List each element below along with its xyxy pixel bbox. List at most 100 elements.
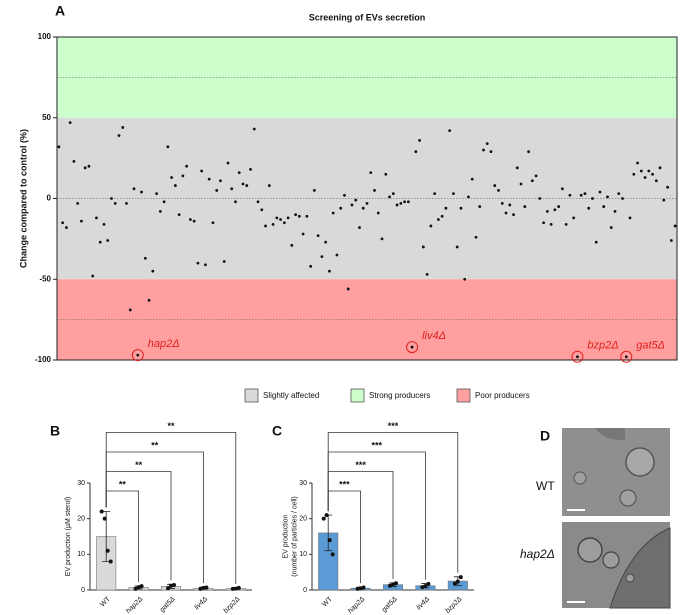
data-point: [587, 206, 591, 210]
data-point: [106, 239, 110, 242]
data-point: [388, 195, 391, 199]
data-point: [72, 159, 76, 163]
point-label: bzp2Δ: [587, 340, 618, 352]
data-point: [98, 240, 102, 244]
data-point: [568, 193, 572, 197]
data-point: [598, 190, 602, 194]
data-point: [230, 187, 234, 191]
data-point: [414, 150, 418, 154]
data-point: [621, 197, 624, 200]
data-point: [264, 224, 267, 228]
data-point: [305, 214, 309, 218]
data-point: [204, 263, 207, 267]
highlight-ring: [131, 349, 144, 362]
replicate-point: [233, 586, 238, 591]
legend-swatch: [244, 388, 259, 403]
data-point: [572, 216, 576, 220]
replicate-point: [361, 585, 366, 590]
data-point: [279, 218, 282, 221]
data-point: [188, 218, 192, 221]
data-point: [335, 253, 339, 257]
data-point: [125, 201, 128, 205]
data-point: [211, 221, 215, 225]
x-tick-label: bzp2Δ: [223, 596, 242, 615]
vesicle: [577, 537, 603, 563]
data-point: [606, 195, 609, 199]
y-tick-label: 100: [38, 32, 52, 41]
panel-label: C: [272, 423, 282, 439]
data-point: [196, 261, 200, 265]
y-tick-label: 20: [299, 516, 307, 523]
panel-label: D: [540, 428, 550, 444]
data-point: [538, 197, 542, 200]
replicate-point: [236, 585, 241, 590]
data-point: [185, 164, 189, 168]
data-point: [143, 256, 147, 260]
y-tick-label: -100: [35, 355, 52, 364]
data-point: [158, 210, 162, 213]
significance-label: ***: [372, 440, 383, 450]
x-tick-label: hap2Δ: [125, 596, 144, 615]
data-point: [433, 192, 437, 196]
panel-label: B: [50, 423, 60, 439]
significance-label: ***: [355, 460, 366, 470]
data-point: [83, 166, 87, 170]
data-point: [391, 192, 395, 196]
data-point: [132, 187, 136, 191]
data-point: [557, 205, 561, 208]
data-point: [316, 234, 320, 238]
x-tick-label: gat5Δ: [381, 596, 399, 614]
point-label: hap2Δ: [148, 338, 180, 350]
data-point: [324, 240, 328, 244]
data-point: [636, 161, 639, 165]
significance-bracket: [105, 432, 237, 584]
data-point: [380, 237, 384, 241]
chart-title: Screening of EVs secretion: [309, 12, 426, 22]
data-point: [181, 174, 185, 178]
data-point: [76, 201, 80, 205]
data-point: [658, 166, 662, 170]
data-point: [523, 205, 527, 208]
replicate-point: [204, 585, 209, 590]
data-point: [155, 192, 158, 196]
significance-label: ***: [388, 421, 399, 431]
data-point: [666, 185, 670, 189]
data-point: [252, 127, 256, 131]
data-point: [553, 208, 557, 212]
data-point: [121, 126, 125, 129]
data-point: [151, 269, 155, 273]
replicate-point: [426, 581, 431, 586]
data-point: [542, 221, 546, 225]
data-point: [200, 169, 204, 173]
replicate-point: [420, 585, 425, 590]
data-point: [500, 201, 504, 205]
data-point: [166, 145, 170, 149]
data-point: [591, 197, 594, 200]
x-tick-label: WT: [99, 595, 112, 608]
y-tick-label: 0: [81, 587, 85, 594]
y-axis-label: (number of particles / cell): [291, 496, 298, 577]
data-point: [470, 177, 474, 181]
x-tick-label: WT: [321, 595, 334, 608]
replicate-point: [133, 586, 138, 591]
data-point: [632, 172, 636, 176]
x-tick-label: bzp2Δ: [445, 596, 464, 615]
data-point: [459, 206, 463, 210]
data-point: [512, 213, 515, 217]
data-point: [467, 195, 470, 199]
data-point: [354, 198, 358, 202]
point-label: liv4Δ: [422, 330, 446, 342]
x-tick-label: gat5Δ: [159, 596, 177, 614]
data-point: [669, 239, 673, 242]
data-point: [609, 226, 613, 229]
y-tick-label: 0: [47, 194, 52, 203]
data-point: [613, 210, 617, 213]
data-point: [192, 219, 196, 223]
data-point: [436, 218, 440, 221]
data-point: [260, 208, 264, 212]
data-point: [639, 169, 643, 173]
data-point: [482, 148, 485, 152]
data-point: [421, 245, 425, 249]
data-point: [448, 129, 452, 133]
data-point: [245, 184, 249, 187]
